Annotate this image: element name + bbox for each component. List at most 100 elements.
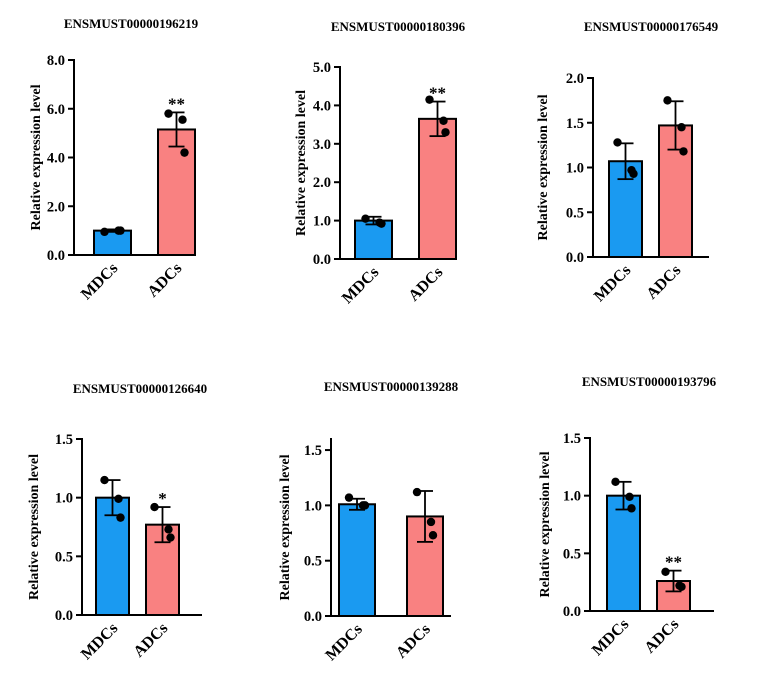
y-tick-label: 2.0 (313, 175, 331, 191)
bar-mdcs (338, 503, 376, 617)
chart-panel-3: ENSMUST00000176549 Relative expression le… (536, 19, 719, 305)
chart-panel-4: ENSMUST00000126640 Relative expression le… (27, 381, 207, 663)
y-tick-label: 0.0 (304, 609, 322, 625)
data-point (439, 116, 448, 125)
y-tick-label: 1.0 (304, 498, 322, 514)
y-tick-label: 0.0 (55, 608, 73, 624)
y-tick-label: 4.0 (313, 98, 331, 114)
chart-title: ENSMUST00000126640 (73, 381, 207, 396)
y-tick-label: 2.0 (566, 71, 584, 87)
data-point (100, 227, 109, 237)
y-tick-label: 0.0 (47, 248, 65, 264)
data-point (629, 169, 638, 178)
chart-panel-6: ENSMUST00000193796 Relative expression le… (538, 374, 717, 659)
bar-adcs (157, 128, 196, 256)
data-point (178, 115, 187, 124)
data-point (625, 492, 634, 502)
x-tick-label-adcs: ADCs (144, 260, 185, 301)
x-tick-label-adcs: ADCs (405, 264, 446, 305)
y-axis-label: Relative expression level (27, 454, 42, 600)
significance-label: * (158, 489, 167, 508)
y-tick-label: 1.5 (563, 431, 581, 447)
y-tick-label: 3.0 (313, 137, 331, 153)
bar-mdcs (606, 494, 641, 612)
x-tick-label-mdcs: MDCs (78, 620, 121, 663)
x-tick-label-adcs: ADCs (130, 620, 171, 661)
data-point (180, 148, 189, 157)
significance-label: ** (665, 553, 682, 572)
data-point (116, 513, 125, 522)
y-tick-label: 0.5 (566, 205, 584, 221)
y-tick-label: 0.5 (304, 554, 322, 570)
y-tick-label: 4.0 (47, 151, 65, 167)
data-point (150, 502, 159, 512)
y-tick-label: 0.0 (566, 250, 584, 266)
data-point (613, 138, 622, 147)
y-tick-label: 1.5 (304, 443, 322, 459)
data-point (611, 477, 620, 487)
y-axis-label: Relative expression level (29, 84, 44, 230)
chart-panel-5: ENSMUST00000139288 Relative expression le… (278, 379, 459, 664)
y-tick-label: 1.0 (563, 489, 581, 505)
data-point (425, 95, 434, 104)
chart-title: ENSMUST00000180396 (331, 19, 466, 34)
x-tick-label-mdcs: MDCs (591, 262, 634, 305)
data-point (663, 96, 672, 105)
chart-title: ENSMUST00000139288 (324, 379, 459, 394)
data-point (344, 493, 354, 502)
y-axis-label: Relative expression level (294, 90, 309, 236)
data-point (679, 147, 688, 156)
y-tick-label: 0.0 (563, 604, 581, 620)
x-tick-label-mdcs: MDCs (339, 264, 382, 307)
y-tick-label: 0.0 (313, 252, 331, 268)
y-tick-label: 1.0 (566, 161, 584, 177)
data-point (428, 531, 438, 540)
significance-label: ** (168, 94, 185, 113)
y-axis-label: Relative expression level (536, 94, 551, 240)
data-point (627, 504, 636, 513)
data-point (677, 582, 686, 591)
bar-adcs (418, 117, 457, 260)
data-point (441, 128, 450, 137)
chart-panel-2: ENSMUST00000180396 Relative expression le… (294, 19, 466, 307)
data-point (360, 501, 370, 510)
data-point (412, 487, 422, 497)
data-point (116, 226, 125, 235)
chart-title: ENSMUST00000176549 (584, 19, 719, 34)
y-tick-label: 6.0 (47, 102, 65, 118)
y-tick-label: 8.0 (47, 53, 65, 69)
y-axis-label: Relative expression level (278, 454, 293, 600)
bar-mdcs (354, 219, 393, 261)
data-point (100, 475, 109, 485)
x-tick-label-adcs: ADCs (641, 616, 682, 657)
x-tick-label-mdcs: MDCs (589, 616, 632, 659)
chart-panel-1: ENSMUST00000196219 Relative expression le… (29, 16, 199, 303)
significance-label: ** (429, 84, 446, 103)
y-tick-label: 1.0 (55, 491, 73, 507)
bar-mdcs (93, 229, 132, 256)
data-point (426, 517, 436, 527)
y-axis-label: Relative expression level (538, 451, 553, 597)
y-tick-label: 0.5 (55, 549, 73, 565)
data-point (114, 494, 123, 504)
data-point (164, 525, 173, 534)
y-tick-label: 5.0 (313, 60, 331, 76)
data-point (661, 567, 670, 576)
data-point (164, 109, 173, 118)
data-point (166, 533, 175, 542)
y-tick-label: 2.0 (47, 199, 65, 215)
x-tick-label-mdcs: MDCs (322, 621, 365, 664)
x-tick-label-adcs: ADCs (393, 621, 434, 662)
y-tick-label: 1.5 (566, 116, 584, 132)
y-tick-label: 0.5 (563, 546, 581, 562)
data-point (677, 123, 686, 132)
data-point (377, 219, 386, 228)
chart-title: ENSMUST00000196219 (64, 16, 199, 31)
y-tick-label: 1.0 (313, 214, 331, 230)
x-tick-label-mdcs: MDCs (78, 260, 121, 303)
x-tick-label-adcs: ADCs (643, 262, 684, 303)
chart-title: ENSMUST00000193796 (582, 374, 717, 389)
data-point (361, 214, 370, 223)
y-tick-label: 1.5 (55, 432, 73, 448)
